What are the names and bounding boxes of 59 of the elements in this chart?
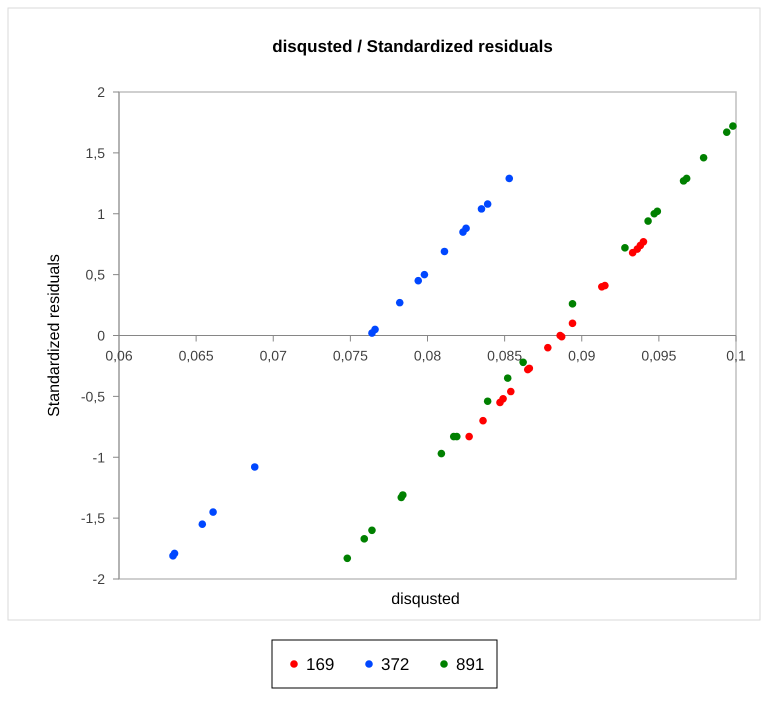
point — [654, 208, 662, 216]
x-tick-label: 0,07 — [260, 348, 288, 364]
point — [414, 276, 422, 285]
point — [478, 205, 486, 213]
x-tick-label: 0,075 — [332, 348, 368, 364]
point — [568, 320, 576, 328]
y-tick-label: -0,5 — [80, 388, 106, 404]
point — [360, 535, 368, 543]
point — [396, 298, 404, 306]
x-tick-label: 0,1 — [726, 348, 746, 364]
y-tick-label: 1 — [97, 206, 106, 222]
y-tick-label: -2 — [92, 571, 106, 587]
y-tick-label: 2 — [97, 84, 106, 100]
point — [371, 326, 379, 334]
legend-label: 891 — [456, 655, 484, 674]
x-tick-label: 0,09 — [568, 348, 596, 364]
point — [438, 450, 446, 458]
point — [568, 300, 576, 308]
legend-label: 372 — [381, 655, 410, 674]
point — [209, 508, 217, 516]
point — [440, 248, 448, 256]
point — [250, 463, 259, 471]
point — [420, 270, 428, 278]
point — [198, 520, 206, 528]
point — [505, 174, 514, 182]
y-tick-label: 1,5 — [86, 144, 106, 161]
point — [479, 416, 487, 425]
point — [462, 224, 470, 232]
y-tick-label: -1,5 — [80, 510, 106, 526]
point — [601, 282, 609, 290]
x-axis-title: disqusted — [391, 591, 460, 608]
point — [644, 217, 652, 225]
point — [722, 128, 731, 136]
point — [506, 388, 515, 396]
point — [640, 238, 648, 246]
y-tick-label: -1 — [92, 449, 106, 466]
point — [484, 397, 492, 406]
point — [700, 154, 708, 162]
point — [504, 374, 512, 382]
point — [729, 122, 737, 130]
y-axis-title: Standardized residuals — [46, 254, 63, 417]
point — [496, 398, 504, 406]
y-tick-label: 0,5 — [86, 266, 106, 283]
point — [170, 550, 178, 558]
chart-title: disqusted / Standardized residuals — [272, 37, 553, 56]
point — [343, 554, 352, 562]
point — [621, 244, 629, 252]
point — [397, 494, 406, 502]
point — [484, 200, 492, 208]
x-tick-label: 0,08 — [414, 348, 442, 364]
x-tick-label: 0,095 — [641, 348, 677, 364]
point — [368, 526, 376, 534]
legend-label: 169 — [306, 655, 334, 674]
point — [544, 344, 552, 352]
y-tick-label: 0 — [97, 328, 106, 344]
x-tick-label: 0,085 — [487, 348, 522, 364]
x-tick-label: 0,065 — [178, 348, 214, 364]
point — [465, 432, 473, 440]
point — [682, 174, 690, 182]
